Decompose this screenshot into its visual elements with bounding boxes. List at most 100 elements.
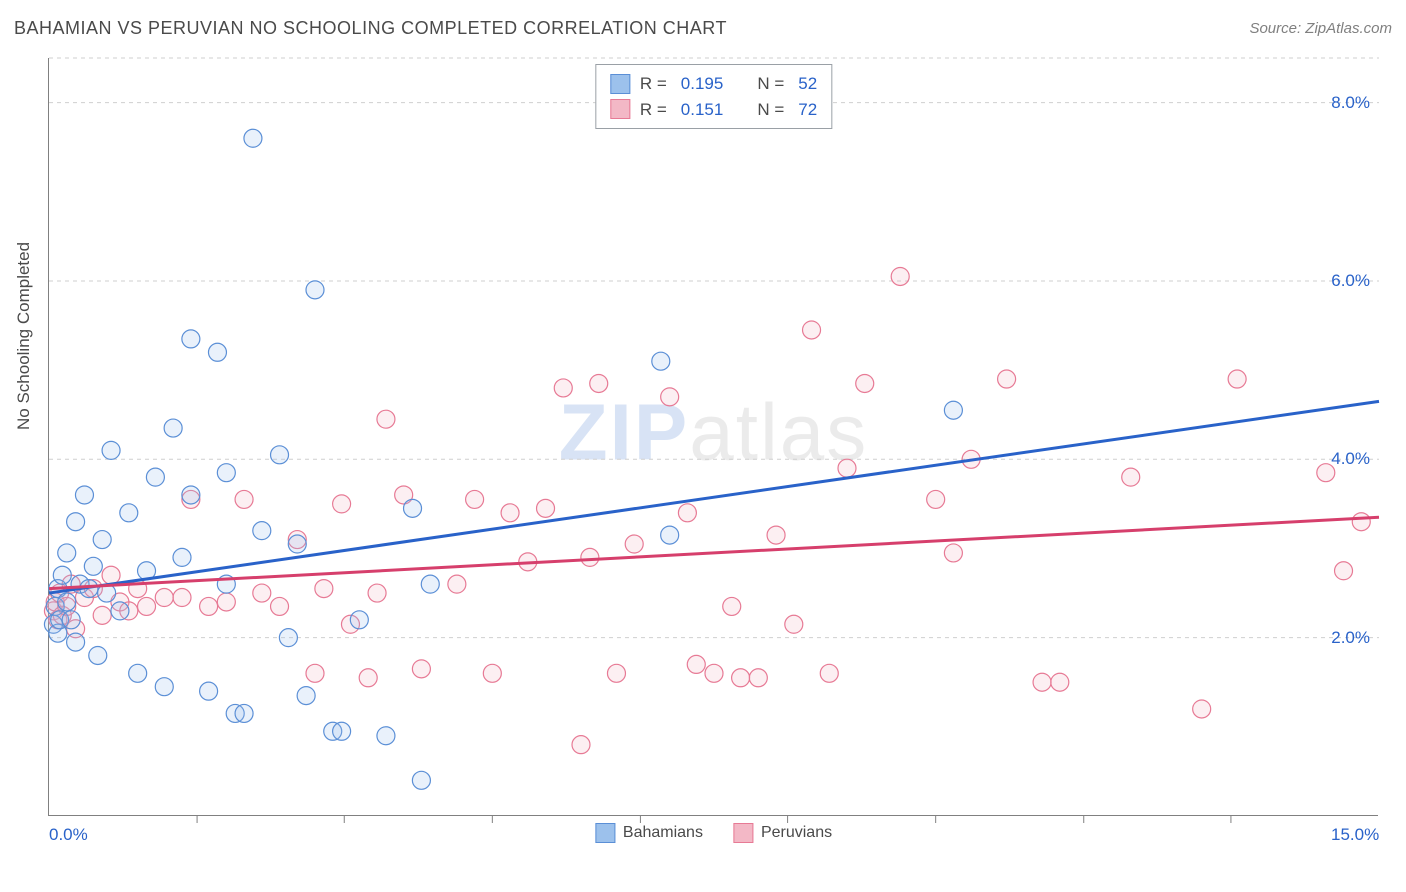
scatter-point bbox=[1033, 673, 1051, 691]
scatter-point bbox=[75, 486, 93, 504]
scatter-point bbox=[253, 522, 271, 540]
scatter-point bbox=[856, 374, 874, 392]
swatch-peruvians bbox=[610, 99, 630, 119]
scatter-point bbox=[1335, 562, 1353, 580]
scatter-point bbox=[58, 544, 76, 562]
scatter-point bbox=[368, 584, 386, 602]
source-attribution: Source: ZipAtlas.com bbox=[1249, 20, 1392, 37]
r-value-bahamians: 0.195 bbox=[681, 71, 724, 97]
plot-area: ZIPatlas R = 0.195 N = 52 R = 0.151 N = … bbox=[48, 58, 1378, 816]
scatter-point bbox=[572, 736, 590, 754]
legend-item-bahamians: Bahamians bbox=[595, 823, 703, 843]
scatter-point bbox=[182, 330, 200, 348]
n-value-bahamians: 52 bbox=[798, 71, 817, 97]
scatter-point bbox=[164, 419, 182, 437]
scatter-point bbox=[944, 544, 962, 562]
swatch-bahamians-bottom bbox=[595, 823, 615, 843]
scatter-point bbox=[67, 633, 85, 651]
y-tick-label: 8.0% bbox=[1331, 93, 1370, 113]
swatch-peruvians-bottom bbox=[733, 823, 753, 843]
scatter-point bbox=[1228, 370, 1246, 388]
scatter-point bbox=[590, 374, 608, 392]
x-tick-label: 15.0% bbox=[1331, 825, 1379, 845]
x-tick-label: 0.0% bbox=[49, 825, 88, 845]
scatter-point bbox=[359, 669, 377, 687]
scatter-point bbox=[927, 490, 945, 508]
scatter-point bbox=[1122, 468, 1140, 486]
scatter-point bbox=[84, 557, 102, 575]
chart-title: BAHAMIAN VS PERUVIAN NO SCHOOLING COMPLE… bbox=[14, 18, 727, 39]
scatter-point bbox=[891, 267, 909, 285]
scatter-point bbox=[306, 281, 324, 299]
scatter-point bbox=[288, 535, 306, 553]
scatter-point bbox=[377, 410, 395, 428]
scatter-point bbox=[208, 343, 226, 361]
legend-stats-box: R = 0.195 N = 52 R = 0.151 N = 72 bbox=[595, 64, 832, 129]
scatter-point bbox=[678, 504, 696, 522]
scatter-point bbox=[279, 629, 297, 647]
legend-bottom: Bahamians Peruvians bbox=[595, 823, 832, 843]
n-value-peruvians: 72 bbox=[798, 97, 817, 123]
legend-label-peruvians: Peruvians bbox=[761, 824, 832, 842]
scatter-point bbox=[466, 490, 484, 508]
scatter-point bbox=[93, 531, 111, 549]
legend-item-peruvians: Peruvians bbox=[733, 823, 832, 843]
scatter-point bbox=[820, 664, 838, 682]
scatter-point bbox=[155, 589, 173, 607]
scatter-point bbox=[501, 504, 519, 522]
scatter-point bbox=[315, 580, 333, 598]
trend-line bbox=[49, 517, 1379, 588]
scatter-point bbox=[253, 584, 271, 602]
scatter-point bbox=[404, 499, 422, 517]
scatter-point bbox=[62, 611, 80, 629]
scatter-point bbox=[732, 669, 750, 687]
scatter-point bbox=[271, 446, 289, 464]
scatter-point bbox=[412, 660, 430, 678]
scatter-point bbox=[217, 464, 235, 482]
scatter-point bbox=[200, 682, 218, 700]
scatter-point bbox=[705, 664, 723, 682]
scatter-point bbox=[58, 593, 76, 611]
legend-stats-row-peruvians: R = 0.151 N = 72 bbox=[610, 97, 817, 123]
scatter-point bbox=[1352, 513, 1370, 531]
scatter-point bbox=[350, 611, 368, 629]
chart-svg bbox=[49, 58, 1378, 815]
scatter-point bbox=[448, 575, 466, 593]
scatter-point bbox=[111, 602, 129, 620]
y-tick-label: 2.0% bbox=[1331, 628, 1370, 648]
scatter-point bbox=[146, 468, 164, 486]
scatter-point bbox=[306, 664, 324, 682]
scatter-point bbox=[625, 535, 643, 553]
scatter-point bbox=[749, 669, 767, 687]
scatter-point bbox=[217, 593, 235, 611]
scatter-point bbox=[271, 597, 289, 615]
scatter-point bbox=[652, 352, 670, 370]
scatter-point bbox=[120, 504, 138, 522]
scatter-point bbox=[944, 401, 962, 419]
swatch-bahamians bbox=[610, 74, 630, 94]
scatter-point bbox=[235, 490, 253, 508]
scatter-point bbox=[182, 486, 200, 504]
scatter-point bbox=[200, 597, 218, 615]
scatter-point bbox=[838, 459, 856, 477]
scatter-point bbox=[554, 379, 572, 397]
scatter-point bbox=[785, 615, 803, 633]
scatter-point bbox=[173, 589, 191, 607]
y-axis-label: No Schooling Completed bbox=[14, 242, 34, 430]
scatter-point bbox=[377, 727, 395, 745]
scatter-point bbox=[412, 771, 430, 789]
scatter-point bbox=[767, 526, 785, 544]
scatter-point bbox=[607, 664, 625, 682]
scatter-point bbox=[803, 321, 821, 339]
scatter-point bbox=[661, 388, 679, 406]
scatter-point bbox=[581, 548, 599, 566]
scatter-point bbox=[421, 575, 439, 593]
scatter-point bbox=[998, 370, 1016, 388]
scatter-point bbox=[173, 548, 191, 566]
scatter-point bbox=[138, 597, 156, 615]
scatter-point bbox=[537, 499, 555, 517]
scatter-point bbox=[89, 646, 107, 664]
chart-header: BAHAMIAN VS PERUVIAN NO SCHOOLING COMPLE… bbox=[14, 18, 1392, 39]
scatter-point bbox=[483, 664, 501, 682]
scatter-point bbox=[102, 566, 120, 584]
